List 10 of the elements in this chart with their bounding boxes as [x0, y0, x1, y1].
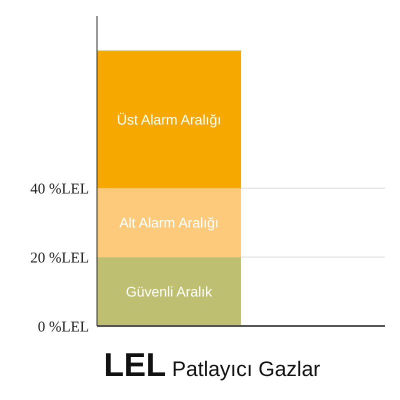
series-label: Alt Alarm Aralığı [119, 214, 219, 231]
text: LEL Patlayıcı Gazlar [104, 346, 320, 383]
y-tick-label: 0 %LEL [38, 319, 89, 336]
bar [97, 50, 241, 188]
series-label: Üst Alarm Aralığı [116, 111, 222, 128]
bar [97, 188, 241, 258]
series-label: Güvenli Aralık [126, 284, 214, 300]
y-tick-label: 40 %LEL [30, 182, 89, 198]
bar [97, 257, 241, 326]
y-tick-label: 20 %LEL [30, 250, 89, 266]
